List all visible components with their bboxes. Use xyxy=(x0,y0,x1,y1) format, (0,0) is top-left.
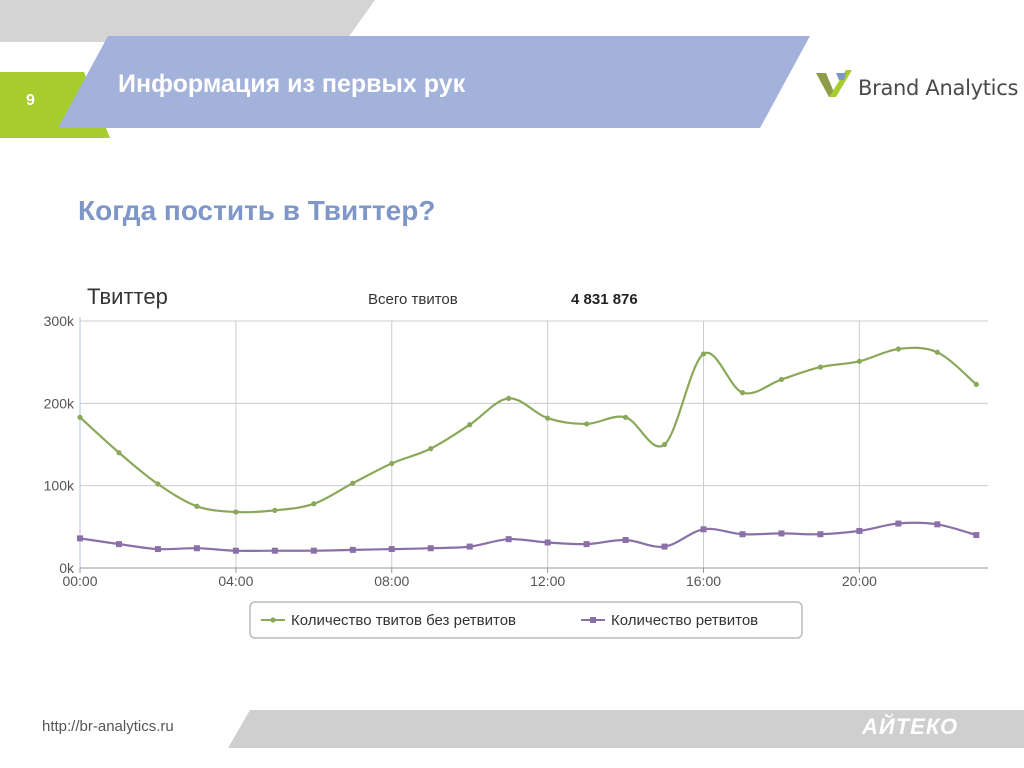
data-point-series-1 xyxy=(233,509,239,515)
data-point-series-1 xyxy=(622,414,629,420)
header-band xyxy=(58,36,810,128)
data-point-series-2 xyxy=(778,530,785,537)
legend-marker xyxy=(270,617,276,623)
data-point-series-1 xyxy=(272,507,278,513)
data-point-series-2 xyxy=(77,535,83,542)
data-point-series-2 xyxy=(817,531,824,538)
x-tick-label: 16:00 xyxy=(686,573,721,589)
x-tick-label: 08:00 xyxy=(374,573,409,589)
page-number: 9 xyxy=(26,92,35,109)
data-point-series-2 xyxy=(388,546,395,553)
y-tick-label: 200k xyxy=(44,395,75,411)
header-title: Информация из первых рук xyxy=(118,70,466,98)
x-tick-label: 04:00 xyxy=(218,573,253,589)
data-point-series-1 xyxy=(428,446,434,452)
series-line-1 xyxy=(79,346,978,514)
y-tick-label: 100k xyxy=(44,478,75,494)
slide-subtitle: Когда постить в Твиттер? xyxy=(78,195,436,226)
data-point-series-2 xyxy=(895,520,902,527)
x-tick-label: 12:00 xyxy=(530,573,565,589)
legend-label: Количество ретвитов xyxy=(611,612,758,629)
brand-analytics-logo-icon xyxy=(816,70,852,97)
x-tick-label: 20:00 xyxy=(842,573,877,589)
footer-brand-logo: АЙТЕКО xyxy=(862,714,959,739)
legend-label: Количество твитов без ретвитов xyxy=(291,612,516,629)
data-point-series-1 xyxy=(661,441,668,448)
logo-text: Brand Analytics xyxy=(858,76,1019,100)
data-point-series-2 xyxy=(661,543,668,550)
chart-legend: Количество твитов без ретвитов Количество… xyxy=(249,601,803,639)
data-point-series-2 xyxy=(973,532,980,539)
x-tick-label: 00:00 xyxy=(62,573,97,589)
data-point-series-2 xyxy=(739,531,746,538)
data-point-series-1 xyxy=(116,450,122,456)
data-point-series-2 xyxy=(622,537,629,544)
data-point-series-2 xyxy=(427,545,434,552)
data-point-series-1 xyxy=(856,358,862,364)
data-point-series-1 xyxy=(739,390,746,396)
data-point-series-1 xyxy=(155,481,161,487)
data-point-series-1 xyxy=(389,460,395,467)
data-point-series-1 xyxy=(778,376,785,383)
data-point-series-1 xyxy=(584,421,590,427)
data-point-series-2 xyxy=(856,527,863,534)
data-point-series-1 xyxy=(934,349,940,355)
footer-url: http://br-analytics.ru xyxy=(42,718,174,735)
data-point-series-2 xyxy=(466,543,473,550)
data-point-series-2 xyxy=(700,526,707,533)
data-point-series-1 xyxy=(973,381,979,387)
total-tweets-value: 4 831 876 xyxy=(571,291,638,308)
legend-box xyxy=(249,601,803,639)
data-point-series-1 xyxy=(506,395,512,401)
total-tweets-label: Всего твитов xyxy=(368,291,458,308)
data-point-series-2 xyxy=(232,547,239,554)
footer-band xyxy=(228,710,1024,748)
data-point-series-1 xyxy=(817,364,824,370)
data-point-series-1 xyxy=(77,414,83,420)
data-point-series-1 xyxy=(467,422,473,428)
data-point-series-2 xyxy=(544,539,551,546)
legend-marker xyxy=(590,617,596,623)
chart-axes: 0k 100k 200k 300k 00:00 04:00 08:00 12:00 16:00 2… xyxy=(44,313,988,589)
data-point-series-1 xyxy=(895,346,901,352)
series-line-2 xyxy=(79,521,977,552)
data-point-series-2 xyxy=(154,546,161,553)
y-tick-label: 0k xyxy=(59,560,75,576)
data-point-series-1 xyxy=(311,501,317,507)
data-point-series-2 xyxy=(271,547,278,554)
chart-title: Твиттер xyxy=(87,284,168,309)
data-point-series-1 xyxy=(700,351,707,357)
y-tick-label: 300k xyxy=(44,313,75,329)
data-point-series-2 xyxy=(115,541,122,548)
chart-series xyxy=(77,346,980,554)
data-point-series-1 xyxy=(194,503,200,509)
data-point-series-2 xyxy=(934,521,941,528)
data-point-series-2 xyxy=(349,546,356,553)
data-point-series-1 xyxy=(545,415,551,421)
data-point-series-2 xyxy=(583,541,590,548)
twitter-line-chart: Твиттер Всего твитов 4 831 876 0k 100k 200… xyxy=(44,284,988,639)
data-point-series-2 xyxy=(505,536,512,543)
top-grey-band xyxy=(0,0,375,42)
data-point-series-2 xyxy=(310,547,317,554)
data-point-series-1 xyxy=(350,480,356,486)
data-point-series-2 xyxy=(193,545,200,552)
